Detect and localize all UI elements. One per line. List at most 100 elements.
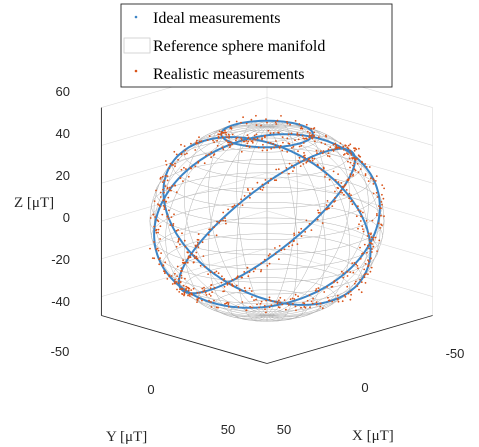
realistic-measurement-point	[156, 247, 159, 250]
realistic-measurement-point	[263, 135, 266, 138]
realistic-measurement-point	[176, 275, 179, 278]
realistic-measurement-point	[166, 215, 169, 218]
realistic-measurement-point	[287, 304, 290, 306]
realistic-measurement-point	[359, 168, 362, 171]
realistic-measurement-point	[197, 246, 200, 249]
realistic-measurement-point	[169, 162, 172, 165]
realistic-measurement-point	[359, 246, 361, 249]
legend-entry-ideal: Ideal measurements	[153, 10, 281, 27]
realistic-measurement-point	[315, 301, 318, 304]
realistic-measurement-point	[195, 251, 198, 254]
realistic-measurement-point	[193, 257, 196, 259]
realistic-measurement-point	[257, 146, 260, 149]
realistic-measurement-point	[353, 262, 356, 264]
realistic-measurement-point	[161, 175, 164, 178]
realistic-measurement-point	[350, 194, 352, 197]
realistic-measurement-point	[221, 136, 224, 139]
realistic-measurement-point	[347, 292, 350, 295]
realistic-measurement-point	[328, 299, 331, 302]
realistic-measurement-point	[161, 213, 164, 216]
realistic-measurement-point	[274, 253, 277, 255]
realistic-measurement-point	[278, 258, 280, 261]
realistic-measurement-point	[362, 228, 364, 231]
realistic-measurement-point	[293, 239, 295, 242]
realistic-measurement-point	[358, 147, 360, 150]
realistic-measurement-point	[178, 237, 180, 240]
realistic-measurement-point	[178, 291, 181, 293]
realistic-measurement-point	[205, 154, 208, 157]
realistic-measurement-point	[336, 281, 339, 284]
realistic-measurement-point	[168, 209, 170, 212]
realistic-measurement-point	[310, 127, 313, 130]
realistic-measurement-point	[319, 302, 322, 305]
realistic-measurement-point	[281, 303, 284, 306]
realistic-measurement-point	[206, 139, 209, 142]
realistic-measurement-point	[209, 271, 212, 273]
realistic-measurement-point	[334, 190, 336, 193]
realistic-measurement-point	[359, 210, 362, 213]
realistic-measurement-point	[372, 183, 375, 185]
realistic-measurement-point	[278, 245, 281, 247]
realistic-measurement-point	[241, 204, 244, 207]
realistic-measurement-point	[245, 139, 248, 142]
realistic-measurement-point	[179, 177, 182, 179]
realistic-measurement-point	[369, 270, 372, 273]
realistic-measurement-point	[356, 285, 359, 287]
realistic-measurement-point	[288, 245, 290, 248]
realistic-measurement-point	[362, 211, 364, 214]
realistic-measurement-point	[209, 287, 212, 290]
realistic-measurement-point	[201, 241, 204, 244]
realistic-measurement-point	[342, 145, 345, 148]
realistic-measurement-point	[274, 121, 277, 123]
realistic-measurement-point	[375, 175, 378, 178]
realistic-measurement-point	[155, 229, 157, 232]
realistic-measurement-point	[155, 231, 158, 234]
realistic-measurement-point	[158, 263, 161, 266]
realistic-measurement-point	[273, 300, 276, 303]
realistic-measurement-point	[283, 299, 286, 301]
realistic-measurement-point	[167, 217, 170, 220]
realistic-measurement-point	[221, 146, 224, 149]
realistic-measurement-point	[346, 179, 349, 181]
realistic-measurement-point	[200, 140, 203, 142]
realistic-measurement-point	[262, 186, 265, 189]
realistic-measurement-point	[249, 305, 252, 308]
realistic-measurement-point	[372, 178, 375, 181]
realistic-measurement-point	[265, 299, 267, 302]
realistic-measurement-point	[368, 166, 371, 168]
realistic-measurement-point	[197, 233, 200, 236]
realistic-measurement-point	[149, 247, 151, 250]
realistic-measurement-point	[316, 152, 318, 155]
realistic-measurement-point	[243, 287, 246, 289]
realistic-measurement-point	[275, 168, 278, 171]
sphere-parallel	[248, 122, 286, 134]
realistic-measurement-point	[262, 147, 265, 149]
realistic-measurement-point	[228, 146, 231, 149]
realistic-measurement-point	[354, 280, 357, 283]
realistic-measurement-point	[269, 132, 272, 135]
realistic-measurement-point	[346, 146, 349, 149]
realistic-measurement-point	[203, 286, 205, 289]
realistic-measurement-point	[281, 149, 284, 152]
realistic-measurement-point	[268, 298, 271, 301]
realistic-measurement-point	[382, 197, 385, 200]
realistic-measurement-point	[331, 148, 334, 151]
realistic-measurement-point	[227, 208, 230, 211]
realistic-measurement-point	[170, 275, 173, 277]
realistic-measurement-point	[203, 289, 206, 292]
realistic-measurement-point	[166, 187, 169, 190]
realistic-measurement-point	[349, 143, 352, 146]
realistic-measurement-point	[366, 235, 369, 237]
realistic-measurement-point	[380, 223, 382, 226]
realistic-measurement-point	[359, 257, 362, 260]
realistic-measurement-point	[245, 145, 248, 148]
realistic-measurement-point	[368, 232, 370, 235]
realistic-measurement-point	[365, 166, 368, 168]
realistic-measurement-point	[360, 215, 362, 218]
realistic-measurement-point	[354, 169, 357, 172]
realistic-measurement-point	[260, 269, 263, 271]
realistic-measurement-point	[181, 261, 184, 264]
realistic-measurement-point	[264, 308, 266, 311]
realistic-measurement-point	[292, 145, 295, 148]
realistic-measurement-point	[196, 298, 199, 301]
